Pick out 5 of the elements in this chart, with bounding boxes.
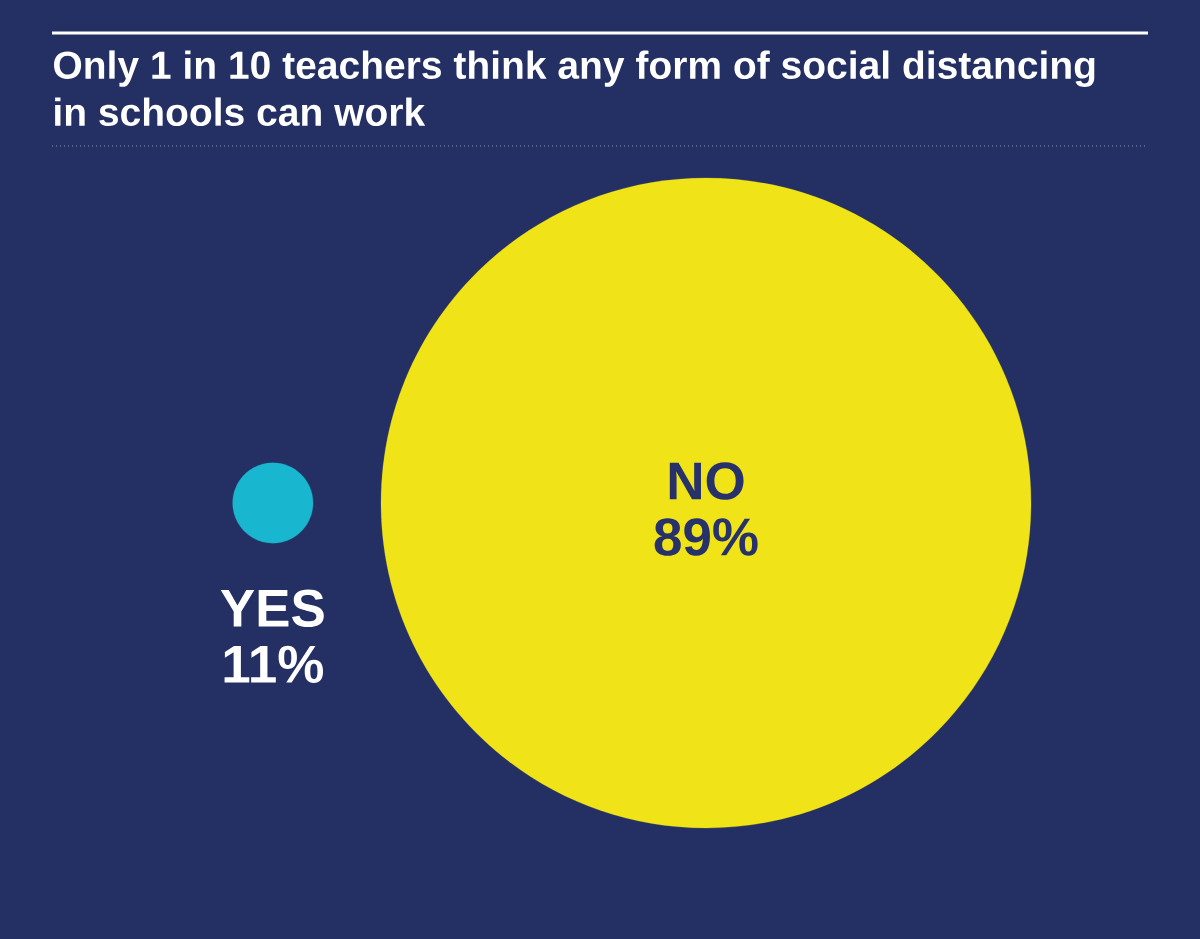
data-label: 89% — [654, 518, 758, 556]
data-label: 11% — [224, 645, 324, 683]
category-label: NO — [669, 462, 744, 500]
category-label: YES — [220, 589, 324, 628]
text: Only 1 in 10 teachers think any form of social distancing in schools can work — [54, 50, 1095, 127]
